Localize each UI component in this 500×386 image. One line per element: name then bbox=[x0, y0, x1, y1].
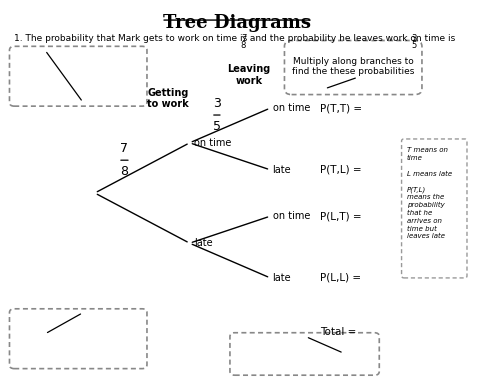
Text: 7: 7 bbox=[120, 142, 128, 155]
Text: on time: on time bbox=[272, 103, 310, 113]
Text: 3: 3 bbox=[213, 97, 221, 110]
Text: on time: on time bbox=[194, 138, 232, 148]
Text: 3: 3 bbox=[412, 34, 417, 42]
Text: T means on
time

L means late

P(T,L)
means the
probability
that he
arrives on
t: T means on time L means late P(T,L) mean… bbox=[407, 147, 452, 239]
Text: late: late bbox=[272, 273, 291, 283]
Text: Multiply along branches to
find the these probabilities: Multiply along branches to find the thes… bbox=[292, 57, 414, 76]
Text: P(L,T) =: P(L,T) = bbox=[320, 211, 362, 221]
Text: 8: 8 bbox=[241, 41, 246, 49]
FancyBboxPatch shape bbox=[10, 46, 147, 106]
Text: late: late bbox=[272, 165, 291, 175]
FancyBboxPatch shape bbox=[10, 309, 147, 369]
Text: P(T,L) =: P(T,L) = bbox=[320, 165, 362, 175]
Text: 5: 5 bbox=[412, 41, 417, 49]
FancyBboxPatch shape bbox=[402, 139, 467, 278]
Text: 8: 8 bbox=[120, 165, 128, 178]
Text: 1. The probability that Mark gets to work on time is: 1. The probability that Mark gets to wor… bbox=[14, 34, 250, 43]
FancyBboxPatch shape bbox=[230, 333, 380, 375]
Text: Leaving
work: Leaving work bbox=[228, 64, 270, 86]
Text: P(L,L) =: P(L,L) = bbox=[320, 273, 361, 283]
Text: 7: 7 bbox=[241, 34, 246, 42]
Text: Total =: Total = bbox=[320, 327, 356, 337]
Text: and the probability he leaves work on time is: and the probability he leaves work on ti… bbox=[248, 34, 458, 43]
Text: Tree Diagrams: Tree Diagrams bbox=[163, 14, 311, 32]
Text: on time: on time bbox=[272, 211, 310, 221]
Text: P(T,T) =: P(T,T) = bbox=[320, 103, 362, 113]
Text: late: late bbox=[194, 238, 213, 248]
Text: 5: 5 bbox=[213, 120, 221, 133]
FancyBboxPatch shape bbox=[284, 41, 422, 95]
Text: Getting
to work: Getting to work bbox=[148, 88, 189, 109]
